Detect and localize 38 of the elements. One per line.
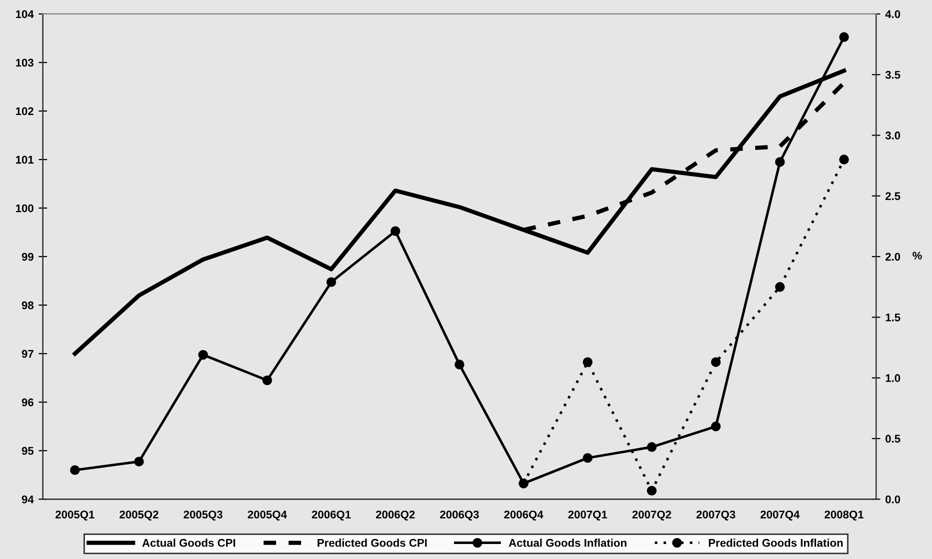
y2-tick-label: 2.5 — [885, 192, 900, 200]
legend-label: Actual Goods Inflation — [508, 538, 626, 547]
y-tick-label: 103 — [16, 58, 34, 67]
x-tick-label: 2007Q3 — [696, 510, 736, 521]
y-tick-label: 100 — [16, 204, 34, 212]
x-tick-label: 2006Q1 — [312, 510, 351, 521]
x-tick-label: 2006Q3 — [440, 510, 479, 521]
x-tick-label: 2005Q3 — [184, 510, 222, 521]
legend-label: Predicted Goods Inflation — [708, 538, 843, 547]
x-tick-label: 2005Q2 — [120, 510, 158, 521]
x-tick-label: 2006Q4 — [504, 510, 544, 521]
y2-tick-label: 0.5 — [886, 434, 900, 443]
x-tick-label: 2007Q1 — [568, 510, 608, 521]
legend-label: Predicted Goods CPI — [318, 538, 427, 547]
y-tick-label: 102 — [16, 107, 34, 116]
y2-tick-label: 1.0 — [886, 374, 900, 382]
x-tick-label: 2005Q4 — [248, 510, 287, 521]
y-tick-label: 99 — [22, 252, 34, 261]
y-tick-label: 104 — [16, 10, 34, 18]
y-tick-label: 98 — [22, 301, 34, 310]
legend-label: Actual Goods CPI — [142, 538, 236, 547]
y2-tick-label: 2.0 — [885, 252, 900, 261]
x-tick-label: 2005Q1 — [56, 510, 94, 521]
y2-tick-label: 3.0 — [885, 132, 900, 140]
y-tick-label: 96 — [22, 398, 34, 406]
x-tick-label: 2008Q1 — [824, 510, 864, 521]
y-tick-label: 94 — [22, 495, 34, 504]
y2-tick-label: 4.0 — [885, 10, 900, 18]
y-tick-label: 95 — [22, 446, 34, 455]
y-tick-label: 101 — [16, 156, 34, 164]
y2-axis-title: % — [912, 252, 922, 260]
y2-tick-label: 0.0 — [886, 495, 900, 504]
y2-tick-label: 3.5 — [885, 70, 900, 79]
y-tick-label: 97 — [22, 350, 34, 358]
x-tick-label: 2006Q2 — [376, 510, 415, 521]
y2-tick-label: 1.5 — [886, 314, 900, 322]
x-tick-label: 2007Q4 — [760, 510, 800, 521]
x-tick-label: 2007Q2 — [632, 510, 672, 521]
